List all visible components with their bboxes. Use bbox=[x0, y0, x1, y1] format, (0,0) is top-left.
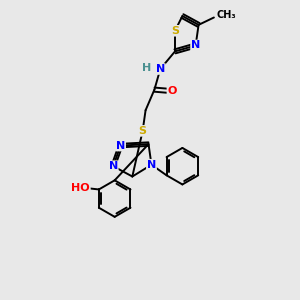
Text: S: S bbox=[139, 126, 147, 136]
Text: CH₃: CH₃ bbox=[216, 10, 236, 20]
Text: O: O bbox=[167, 86, 177, 96]
Text: S: S bbox=[171, 26, 179, 36]
Text: N: N bbox=[116, 141, 125, 151]
Text: N: N bbox=[147, 160, 156, 170]
Text: N: N bbox=[109, 161, 118, 171]
Text: N: N bbox=[156, 64, 165, 74]
Text: N: N bbox=[191, 40, 200, 50]
Text: HO: HO bbox=[71, 183, 90, 193]
Text: H: H bbox=[142, 63, 152, 73]
